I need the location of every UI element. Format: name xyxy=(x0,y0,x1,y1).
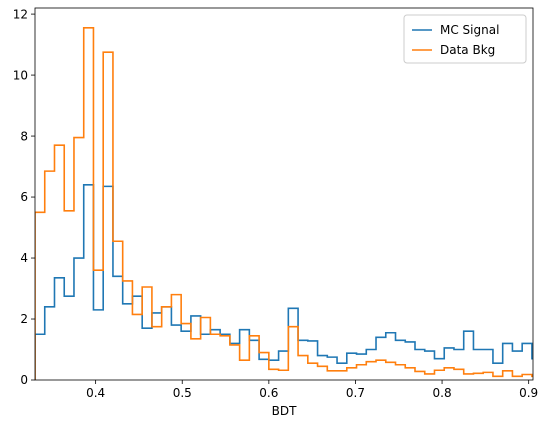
legend-label: MC Signal xyxy=(440,23,499,37)
legend: MC Signal Data Bkg xyxy=(403,14,527,64)
y-tick-label: 8 xyxy=(20,129,28,143)
legend-label: Data Bkg xyxy=(440,43,495,57)
axes-background xyxy=(35,8,533,380)
x-tick-label: 0.9 xyxy=(519,386,538,400)
x-tick-label: 0.5 xyxy=(173,386,192,400)
y-tick-label: 4 xyxy=(20,251,28,265)
series-line-data-bkg xyxy=(35,27,533,380)
series-layer xyxy=(35,27,533,380)
y-tick-label: 12 xyxy=(13,7,28,21)
x-tick-label: 0.8 xyxy=(433,386,452,400)
axes-frame xyxy=(34,7,534,381)
y-tick-label: 2 xyxy=(20,312,28,326)
plot-area xyxy=(34,7,534,381)
y-tick-label: 0 xyxy=(20,373,28,387)
y-axis: 0 2 4 6 8 10 12 xyxy=(13,7,35,387)
x-axis: 0.4 0.5 0.6 0.7 0.8 0.9 xyxy=(86,380,538,400)
y-tick-label: 6 xyxy=(20,190,28,204)
x-tick-label: 0.6 xyxy=(259,386,278,400)
legend-box xyxy=(403,14,527,64)
x-tick-label: 0.7 xyxy=(346,386,365,400)
x-tick-label: 0.4 xyxy=(86,386,105,400)
y-tick-label: 10 xyxy=(13,68,28,82)
x-axis-label: BDT xyxy=(272,404,297,418)
